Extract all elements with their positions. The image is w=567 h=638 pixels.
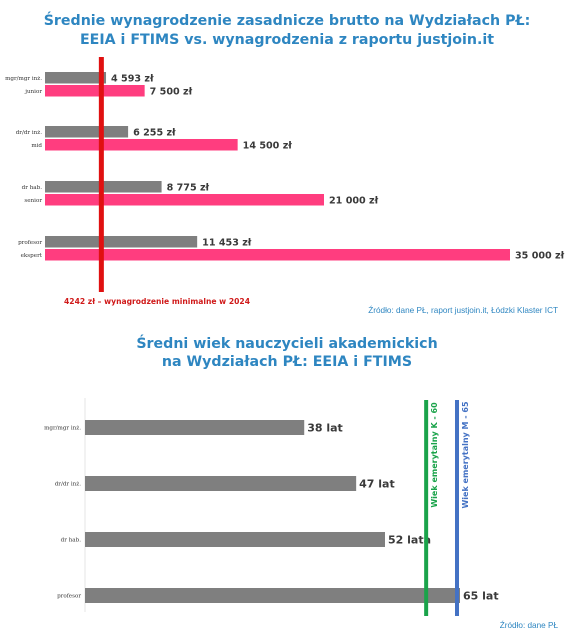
salary-level-label: senior bbox=[24, 198, 42, 204]
salary-bar-university bbox=[45, 126, 129, 138]
salary-value-label: 21 000 zł bbox=[329, 195, 379, 206]
retirement-age-label: Wiek emerytalny K - 60 bbox=[430, 402, 439, 508]
salary-bar-university bbox=[45, 236, 198, 248]
salary-bar-industry bbox=[45, 194, 324, 206]
salary-bar-industry bbox=[45, 139, 238, 151]
salary-category-label: dr hab. bbox=[22, 185, 43, 191]
age-value-label: 65 lat bbox=[463, 590, 499, 603]
salary-bar-industry bbox=[45, 85, 145, 97]
minimum-wage-label: 4242 zł – wynagrodzenie minimalne w 2024 bbox=[64, 297, 250, 306]
salary-bars: mgr/mgr inż. junior 4 593 zł 7 500 zł dr/dr … bbox=[5, 72, 565, 261]
salary-value-label: 7 500 zł bbox=[150, 86, 193, 97]
age-bar bbox=[85, 532, 385, 547]
age-bar bbox=[85, 420, 305, 435]
salary-value-label: 4 593 zł bbox=[111, 73, 154, 84]
age-chart-source: Źródło: dane PŁ bbox=[500, 620, 559, 630]
salary-category-label: dr/dr inż. bbox=[16, 130, 43, 136]
salary-category-label: mgr/mgr inż. bbox=[5, 76, 42, 82]
salary-value-label: 6 255 zł bbox=[133, 127, 176, 138]
age-chart-title-line-2: na Wydziałach PŁ: EEIA i FTIMS bbox=[162, 354, 412, 370]
age-bar bbox=[85, 588, 460, 603]
retirement-age-label: Wiek emerytalny M - 65 bbox=[461, 401, 470, 509]
salary-value-label: 8 775 zł bbox=[167, 182, 210, 193]
age-category-label: profesor bbox=[57, 594, 81, 600]
salary-value-label: 11 453 zł bbox=[202, 237, 252, 248]
salary-level-label: mid bbox=[31, 143, 42, 149]
age-value-label: 52 lata bbox=[388, 534, 431, 547]
salary-bar-industry bbox=[45, 249, 510, 261]
age-chart: Średni wiek nauczycieli akademickich na … bbox=[44, 334, 558, 630]
age-value-label: 38 lat bbox=[307, 422, 343, 435]
salary-value-label: 35 000 zł bbox=[515, 250, 565, 261]
age-bar bbox=[85, 476, 357, 491]
age-bars: mgr/mgr inż. 38 lat dr/dr inż. 47 lat dr hab… bbox=[44, 420, 499, 603]
age-chart-title-line-1: Średni wiek nauczycieli akademickich bbox=[136, 334, 437, 352]
salary-level-label: junior bbox=[24, 89, 42, 95]
age-category-label: dr hab. bbox=[61, 538, 82, 544]
age-category-label: dr/dr inż. bbox=[55, 482, 82, 488]
salary-category-label: profesor bbox=[18, 240, 42, 246]
retirement-lines: Wiek emerytalny K - 60 Wiek emerytalny M … bbox=[424, 400, 470, 616]
age-category-label: mgr/mgr inż. bbox=[44, 426, 81, 432]
salary-chart: Średnie wynagrodzenie zasadnicze brutto … bbox=[5, 11, 565, 315]
age-value-label: 47 lat bbox=[359, 478, 395, 491]
salary-level-label: ekspert bbox=[21, 253, 43, 259]
salary-bar-university bbox=[45, 72, 107, 84]
salary-value-label: 14 500 zł bbox=[243, 140, 293, 151]
salary-chart-title-line-2: EEIA i FTIMS vs. wynagrodzenia z raportu… bbox=[80, 32, 494, 48]
salary-chart-title-line-1: Średnie wynagrodzenie zasadnicze brutto … bbox=[44, 11, 531, 29]
salary-chart-source: Źródło: dane PŁ, raport justjoin.it, Łód… bbox=[368, 305, 558, 315]
